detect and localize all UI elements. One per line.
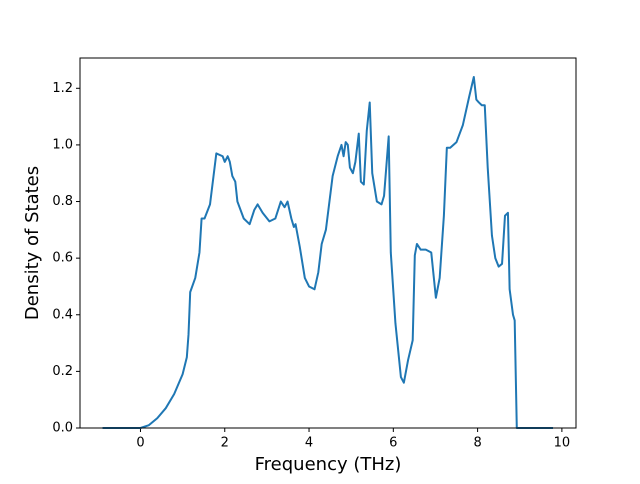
y-tick-label: 0.0 (52, 421, 73, 436)
y-tick-label: 1.0 (52, 137, 73, 152)
x-tick-label: 2 (221, 436, 229, 451)
x-axis-label: Frequency (THz) (255, 454, 402, 475)
y-tick-label: 1.2 (52, 81, 73, 96)
y-tick-label: 0.8 (52, 194, 73, 209)
y-tick-label: 0.6 (52, 251, 73, 266)
y-tick-label: 0.4 (52, 307, 73, 322)
x-tick-label: 8 (473, 436, 481, 451)
x-tick-label: 0 (136, 436, 144, 451)
y-tick-label: 0.2 (52, 364, 73, 379)
plot-frame (79, 57, 577, 429)
y-axis-label: Density of States (22, 166, 43, 320)
x-tick-label: 6 (389, 436, 397, 451)
x-tick-label: 10 (554, 436, 571, 451)
x-tick-label: 4 (305, 436, 313, 451)
data-line (102, 75, 554, 429)
